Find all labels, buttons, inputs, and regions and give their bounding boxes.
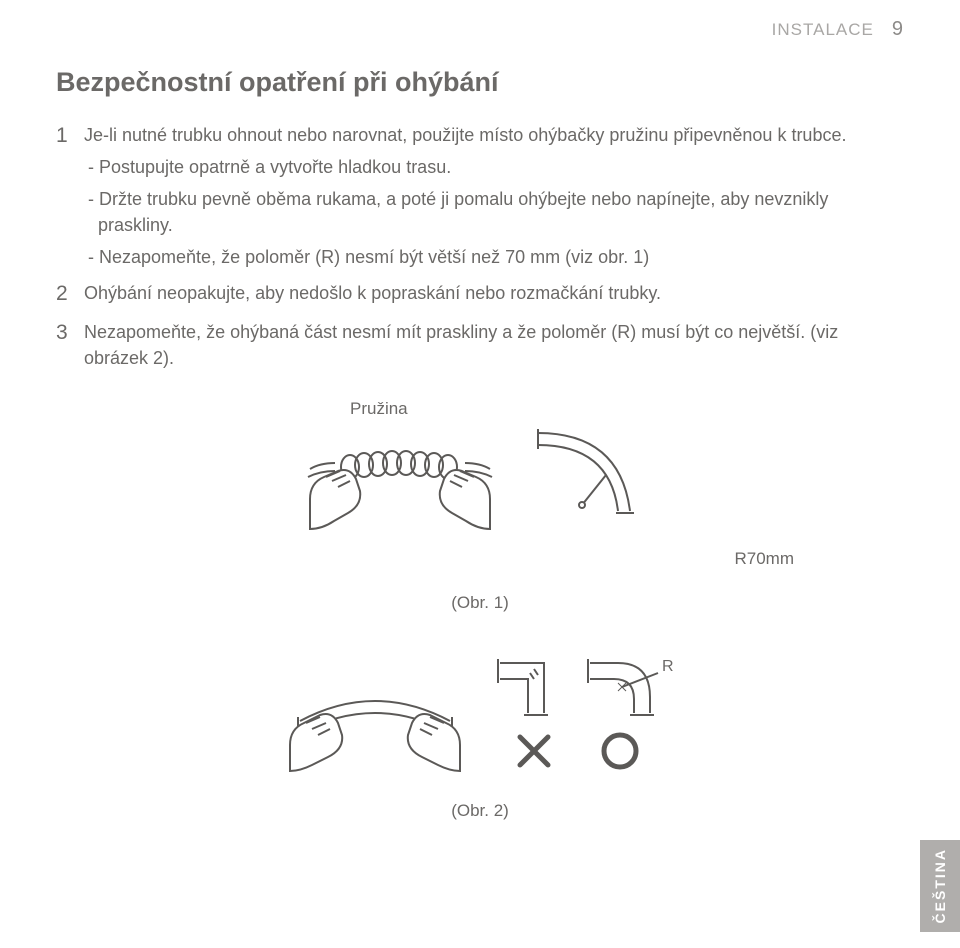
sub-item: - Postupujte opatrně a vytvořte hladkou … [84, 154, 904, 180]
sub-item: - Nezapomeňte, že poloměr (R) nesmí být … [84, 244, 904, 270]
hands-bending-icon [270, 663, 480, 773]
page: INSTALACE 9 Bezpečnostní opatření při oh… [0, 0, 960, 948]
r70-label: R70mm [734, 549, 794, 569]
list-item: 2 Ohýbání neopakujte, aby nedošlo k popr… [56, 280, 904, 308]
fig1-caption: (Obr. 1) [451, 593, 509, 613]
elbow-compare-icon: R [490, 653, 690, 773]
fig2-caption: (Obr. 2) [451, 801, 509, 821]
section-label: INSTALACE [772, 20, 874, 40]
item-text: Ohýbání neopakujte, aby nedošlo k popras… [84, 283, 661, 303]
item-body: Je-li nutné trubku ohnout nebo narovnat,… [84, 122, 904, 270]
sub-item: - Držte trubku pevně oběma rukama, a pot… [84, 186, 904, 238]
figures: Pružina [56, 411, 904, 861]
list-item: 1 Je-li nutné trubku ohnout nebo narovna… [56, 122, 904, 270]
language-tab-label: ČEŠTINA [932, 848, 948, 923]
item-number: 2 [56, 280, 84, 308]
item-text: Nezapomeňte, že ohýbaná část nesmí mít p… [84, 322, 838, 368]
page-title: Bezpečnostní opatření při ohýbání [56, 67, 904, 98]
spring-label: Pružina [350, 399, 408, 419]
instruction-list: 1 Je-li nutné trubku ohnout nebo narovna… [56, 122, 904, 371]
fig2-row: R [270, 653, 690, 773]
item-number: 1 [56, 122, 84, 150]
item-body: Nezapomeňte, že ohýbaná část nesmí mít p… [84, 319, 904, 371]
item-text: Je-li nutné trubku ohnout nebo narovnat,… [84, 125, 846, 145]
hands-spring-icon [290, 421, 510, 531]
bent-tube-icon [520, 421, 670, 531]
item-number: 3 [56, 319, 84, 347]
language-tab: ČEŠTINA [920, 840, 960, 932]
r-label: R [662, 658, 674, 675]
page-number: 9 [892, 18, 904, 41]
fig1-row: Pružina [290, 421, 670, 531]
header-row: INSTALACE 9 [56, 18, 904, 41]
item-body: Ohýbání neopakujte, aby nedošlo k popras… [84, 280, 661, 306]
list-item: 3 Nezapomeňte, že ohýbaná část nesmí mít… [56, 319, 904, 371]
